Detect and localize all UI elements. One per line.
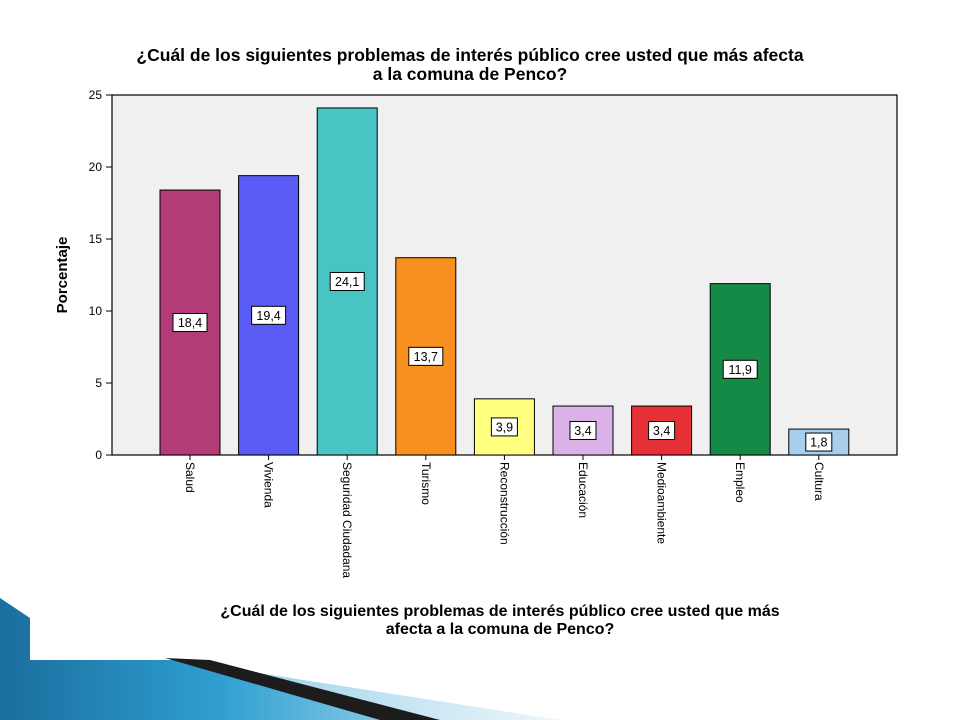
y-tick-label: 10 — [89, 304, 103, 318]
x-axis-title-line-1: ¿Cuál de los siguientes problemas de int… — [220, 603, 780, 620]
data-label: 3,4 — [653, 424, 670, 438]
data-label: 19,4 — [256, 309, 280, 323]
x-tick-label: Empleo — [733, 462, 747, 503]
data-label-box — [490, 417, 518, 437]
y-tick-label: 5 — [95, 376, 102, 390]
data-label-box — [408, 346, 444, 366]
chart-title-line-2: a la comuna de Penco? — [372, 64, 568, 84]
data-label-box — [648, 421, 676, 441]
data-label: 11,9 — [728, 363, 751, 377]
y-tick-label: 20 — [89, 160, 103, 174]
y-tick-label: 25 — [89, 88, 103, 102]
data-label: 3,9 — [496, 420, 513, 434]
x-tick-label: Educación — [576, 462, 590, 518]
x-tick-label: Turismo — [419, 462, 433, 505]
x-tick-label: Reconstrucción — [497, 462, 511, 545]
data-label-box — [722, 359, 758, 379]
x-tick-label: Salud — [183, 462, 197, 493]
decoration-light-sweep — [175, 660, 560, 720]
data-label: 1,8 — [810, 436, 827, 450]
chart-title-line-1: ¿Cuál de los siguientes problemas de int… — [136, 45, 804, 65]
x-tick-label: Vivienda — [262, 462, 276, 508]
data-label: 3,4 — [574, 424, 591, 438]
x-tick-label: Medioambiente — [655, 462, 669, 544]
data-label: 18,4 — [178, 316, 202, 330]
bar-chart: 0 5 10 15 20 25 Porcentaje 18,4 Salud 19,4 Viviend… — [54, 88, 898, 578]
y-axis-title: Porcentaje — [54, 237, 71, 314]
decoration-dark-stripe — [165, 658, 440, 720]
x-tick-label: Seguridad Ciudadana — [340, 462, 354, 578]
data-label: 13,7 — [414, 350, 438, 364]
data-label-box — [329, 271, 365, 291]
data-label-box — [569, 421, 597, 441]
x-axis-title-line-2: afecta a la comuna de Penco? — [385, 621, 615, 638]
data-label-box — [805, 432, 833, 452]
data-label: 24,1 — [335, 275, 359, 289]
x-axis-title: ¿Cuál de los siguientes problemas de int… — [60, 603, 940, 639]
data-label-box — [251, 305, 287, 325]
y-tick-label: 0 — [95, 448, 102, 462]
data-label-box — [172, 313, 208, 333]
decoration-blue-wedge — [0, 598, 440, 720]
y-tick-label: 15 — [89, 232, 103, 246]
chart-title: ¿Cuál de los siguientes problemas de int… — [20, 46, 920, 84]
x-tick-label: Cultura — [812, 462, 826, 501]
